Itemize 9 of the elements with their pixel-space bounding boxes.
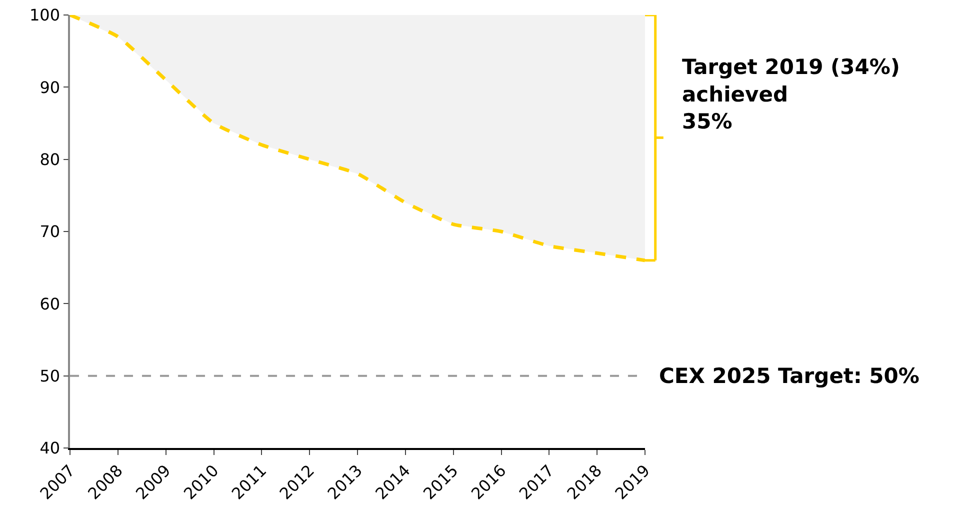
y-tick-label: 100 [30, 6, 60, 25]
y-tick-label: 40 [40, 438, 60, 458]
y-tick-label: 50 [40, 366, 60, 386]
y-tick-label: 60 [40, 294, 60, 314]
y-tick-label: 80 [40, 150, 60, 169]
y-tick-label: 90 [40, 78, 60, 97]
y-tick-label: 70 [40, 222, 60, 242]
ref-line-label: CEX 2025 Target: 50% [659, 364, 920, 388]
annotation: Target 2019 (34%) achieved 35% [682, 55, 900, 134]
